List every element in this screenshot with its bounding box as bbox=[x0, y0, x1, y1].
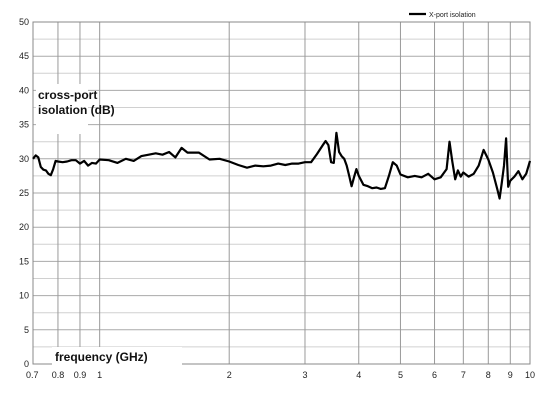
x-tick-label: 0.9 bbox=[74, 370, 87, 380]
y-axis-title-line-1: cross-port bbox=[38, 88, 97, 102]
x-tick-label: 0.8 bbox=[52, 370, 65, 380]
x-tick-labels: 0.7 0.8 0.9 1 2 3 4 5 6 7 8 9 10 bbox=[26, 370, 535, 380]
y-tick-labels: 0 5 10 15 20 25 30 35 40 45 50 bbox=[19, 17, 29, 369]
y-axis-title: cross-port isolation (dB) bbox=[36, 84, 115, 134]
y-tick-label: 20 bbox=[19, 222, 29, 232]
y-tick-label: 25 bbox=[19, 188, 29, 198]
y-tick-label: 50 bbox=[19, 17, 29, 27]
x-tick-label: 0.7 bbox=[26, 370, 39, 380]
minor-grid bbox=[33, 38, 530, 348]
x-tick-label: 9 bbox=[508, 370, 513, 380]
y-tick-label: 40 bbox=[19, 85, 29, 95]
x-tick-label: 7 bbox=[461, 370, 466, 380]
y-tick-label: 10 bbox=[19, 291, 29, 301]
plot-area bbox=[32, 21, 531, 365]
x-tick-label: 4 bbox=[356, 370, 361, 380]
legend: X-port isolation bbox=[402, 8, 530, 21]
x-tick-label: 2 bbox=[227, 370, 232, 380]
y-tick-label: 5 bbox=[24, 325, 29, 335]
series-line-x-port-isolation bbox=[32, 131, 532, 200]
legend-label: X-port isolation bbox=[429, 12, 476, 19]
y-tick-label: 0 bbox=[24, 359, 29, 369]
x-tick-label: 8 bbox=[486, 370, 491, 380]
y-tick-label: 30 bbox=[19, 154, 29, 164]
x-tick-label: 10 bbox=[525, 370, 535, 380]
x-tick-label: 3 bbox=[302, 370, 307, 380]
y-tick-label: 45 bbox=[19, 51, 29, 61]
y-axis-title-line-2: isolation (dB) bbox=[38, 103, 115, 117]
x-axis-title-text: frequency (GHz) bbox=[55, 350, 148, 364]
x-axis-title: frequency (GHz) bbox=[52, 347, 182, 365]
x-tick-label: 5 bbox=[398, 370, 403, 380]
x-tick-label: 6 bbox=[432, 370, 437, 380]
x-tick-label: 1 bbox=[97, 370, 102, 380]
y-tick-label: 15 bbox=[19, 256, 29, 266]
y-tick-label: 35 bbox=[19, 120, 29, 130]
